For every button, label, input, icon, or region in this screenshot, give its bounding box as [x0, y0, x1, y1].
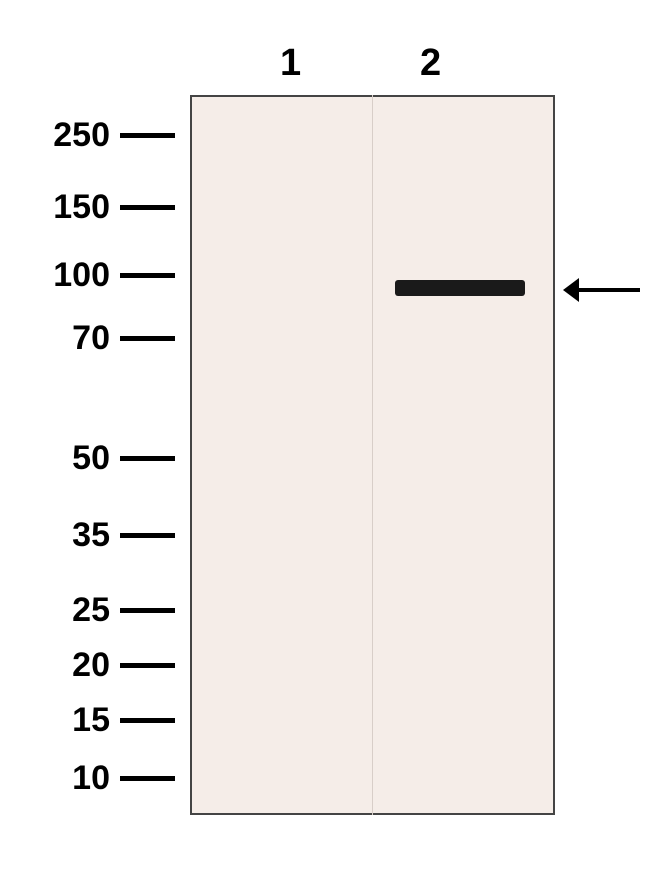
mw-tick-250	[120, 133, 175, 138]
mw-tick-20	[120, 663, 175, 668]
mw-tick-35	[120, 533, 175, 538]
mw-tick-10	[120, 776, 175, 781]
lane-label-1: 1	[280, 42, 301, 85]
mw-label-250: 250	[53, 116, 110, 155]
mw-tick-25	[120, 608, 175, 613]
mw-tick-100	[120, 273, 175, 278]
arrow-head-icon	[563, 278, 579, 302]
mw-label-15: 15	[72, 701, 110, 740]
mw-label-25: 25	[72, 591, 110, 630]
mw-label-100: 100	[53, 256, 110, 295]
mw-label-20: 20	[72, 646, 110, 685]
mw-label-35: 35	[72, 516, 110, 555]
lane-divider	[372, 95, 373, 815]
mw-label-150: 150	[53, 188, 110, 227]
mw-label-70: 70	[72, 319, 110, 358]
mw-tick-150	[120, 205, 175, 210]
mw-label-10: 10	[72, 759, 110, 798]
mw-tick-50	[120, 456, 175, 461]
mw-tick-15	[120, 718, 175, 723]
band-lane2-0	[395, 280, 525, 296]
mw-label-50: 50	[72, 439, 110, 478]
mw-tick-70	[120, 336, 175, 341]
arrow-shaft	[575, 288, 640, 292]
lane-label-2: 2	[420, 42, 441, 85]
blot-container: 1 2 250 150 100 70 50 35 25 20 15 10	[0, 0, 650, 870]
